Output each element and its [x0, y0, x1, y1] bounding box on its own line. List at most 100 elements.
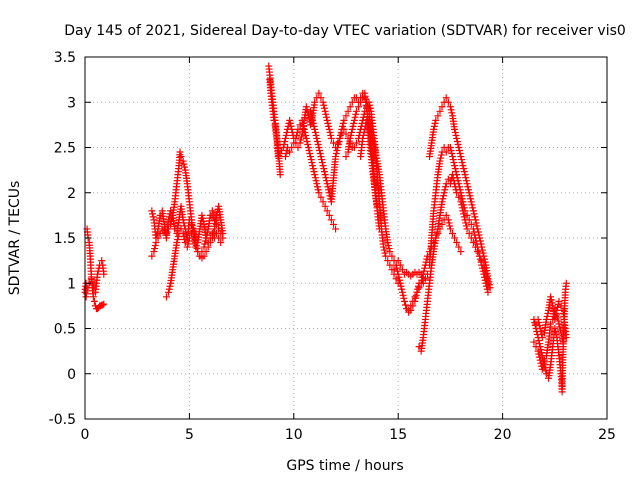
data-point: [451, 234, 459, 242]
data-point: [446, 144, 454, 151]
data-point: [154, 234, 162, 242]
data-point: [100, 300, 108, 308]
data-point: [396, 261, 404, 269]
data-point: [339, 119, 347, 127]
data-point: [455, 147, 463, 155]
data-point: [203, 228, 211, 236]
data-point: [217, 239, 225, 247]
data-point: [453, 137, 461, 145]
data-point: [162, 229, 170, 237]
data-point: [339, 122, 347, 130]
data-point: [462, 222, 470, 230]
data-point: [313, 180, 321, 188]
data-point: [540, 356, 548, 364]
data-point: [346, 134, 354, 142]
data-point: [552, 331, 560, 339]
data-point: [300, 122, 308, 130]
data-point: [384, 239, 392, 247]
data-point: [475, 231, 483, 239]
data-point: [309, 116, 317, 124]
data-point: [359, 113, 367, 121]
data-point: [208, 207, 216, 215]
data-point: [317, 153, 325, 161]
data-point: [297, 133, 305, 141]
data-point: [344, 107, 352, 115]
data-point: [400, 297, 408, 305]
data-point: [219, 229, 227, 237]
data-point: [323, 180, 331, 188]
data-point: [447, 147, 455, 155]
data-point: [458, 192, 466, 200]
data-point: [548, 299, 556, 307]
data-point: [156, 229, 164, 237]
data-point: [486, 284, 494, 292]
data-point: [316, 147, 324, 155]
data-point: [392, 275, 400, 283]
data-point: [310, 122, 318, 130]
data-point: [437, 154, 445, 162]
data-point: [286, 119, 294, 127]
data-point: [554, 317, 562, 325]
data-point: [166, 282, 174, 290]
data-point: [340, 125, 348, 133]
data-point: [459, 198, 467, 206]
data-point: [381, 249, 389, 257]
data-point: [400, 294, 408, 302]
data-point: [439, 195, 447, 203]
data-point: [471, 213, 479, 221]
data-point: [484, 275, 492, 283]
data-point: [321, 171, 329, 179]
data-point: [317, 94, 325, 102]
data-point: [419, 273, 427, 281]
data-point: [280, 140, 288, 148]
data-point: [448, 109, 456, 117]
data-point: [327, 134, 335, 142]
data-point: [556, 323, 564, 331]
data-point: [180, 232, 188, 240]
data-point: [292, 134, 300, 142]
data-point: [325, 122, 333, 130]
data-point: [206, 239, 214, 247]
data-point: [89, 293, 97, 301]
data-point: [192, 243, 200, 251]
data-point: [149, 210, 157, 218]
data-point: [311, 171, 319, 179]
data-point: [398, 288, 406, 296]
data-point: [451, 162, 459, 170]
data-point: [438, 198, 446, 206]
data-point: [342, 112, 350, 120]
data-point: [286, 116, 294, 124]
data-point: [303, 137, 311, 145]
data-point: [317, 193, 325, 201]
data-point: [100, 270, 108, 278]
data-point: [439, 192, 447, 200]
x-tick-label: 0: [81, 427, 90, 443]
data-point: [194, 248, 202, 256]
data-point: [332, 150, 340, 158]
y-tick-label: 2.5: [54, 141, 76, 157]
data-point: [323, 113, 331, 121]
data-point: [558, 335, 566, 343]
data-point: [305, 147, 313, 155]
data-point: [316, 150, 324, 158]
grid-lines: [85, 57, 607, 419]
data-point: [315, 144, 323, 151]
data-point: [535, 321, 543, 329]
data-point: [461, 171, 469, 179]
data-point: [87, 275, 95, 283]
data-point: [538, 365, 546, 373]
data-point: [462, 219, 470, 227]
data-point: [314, 140, 322, 148]
data-point: [94, 270, 102, 278]
data-point: [448, 150, 456, 158]
data-point: [452, 131, 460, 139]
data-point: [347, 131, 355, 139]
data-point: [551, 306, 559, 314]
data-point: [302, 103, 310, 111]
data-point: [436, 107, 444, 115]
data-point: [562, 279, 570, 287]
data-point: [313, 183, 321, 191]
data-point: [90, 297, 98, 305]
data-point: [314, 186, 322, 194]
data-point: [477, 240, 485, 248]
